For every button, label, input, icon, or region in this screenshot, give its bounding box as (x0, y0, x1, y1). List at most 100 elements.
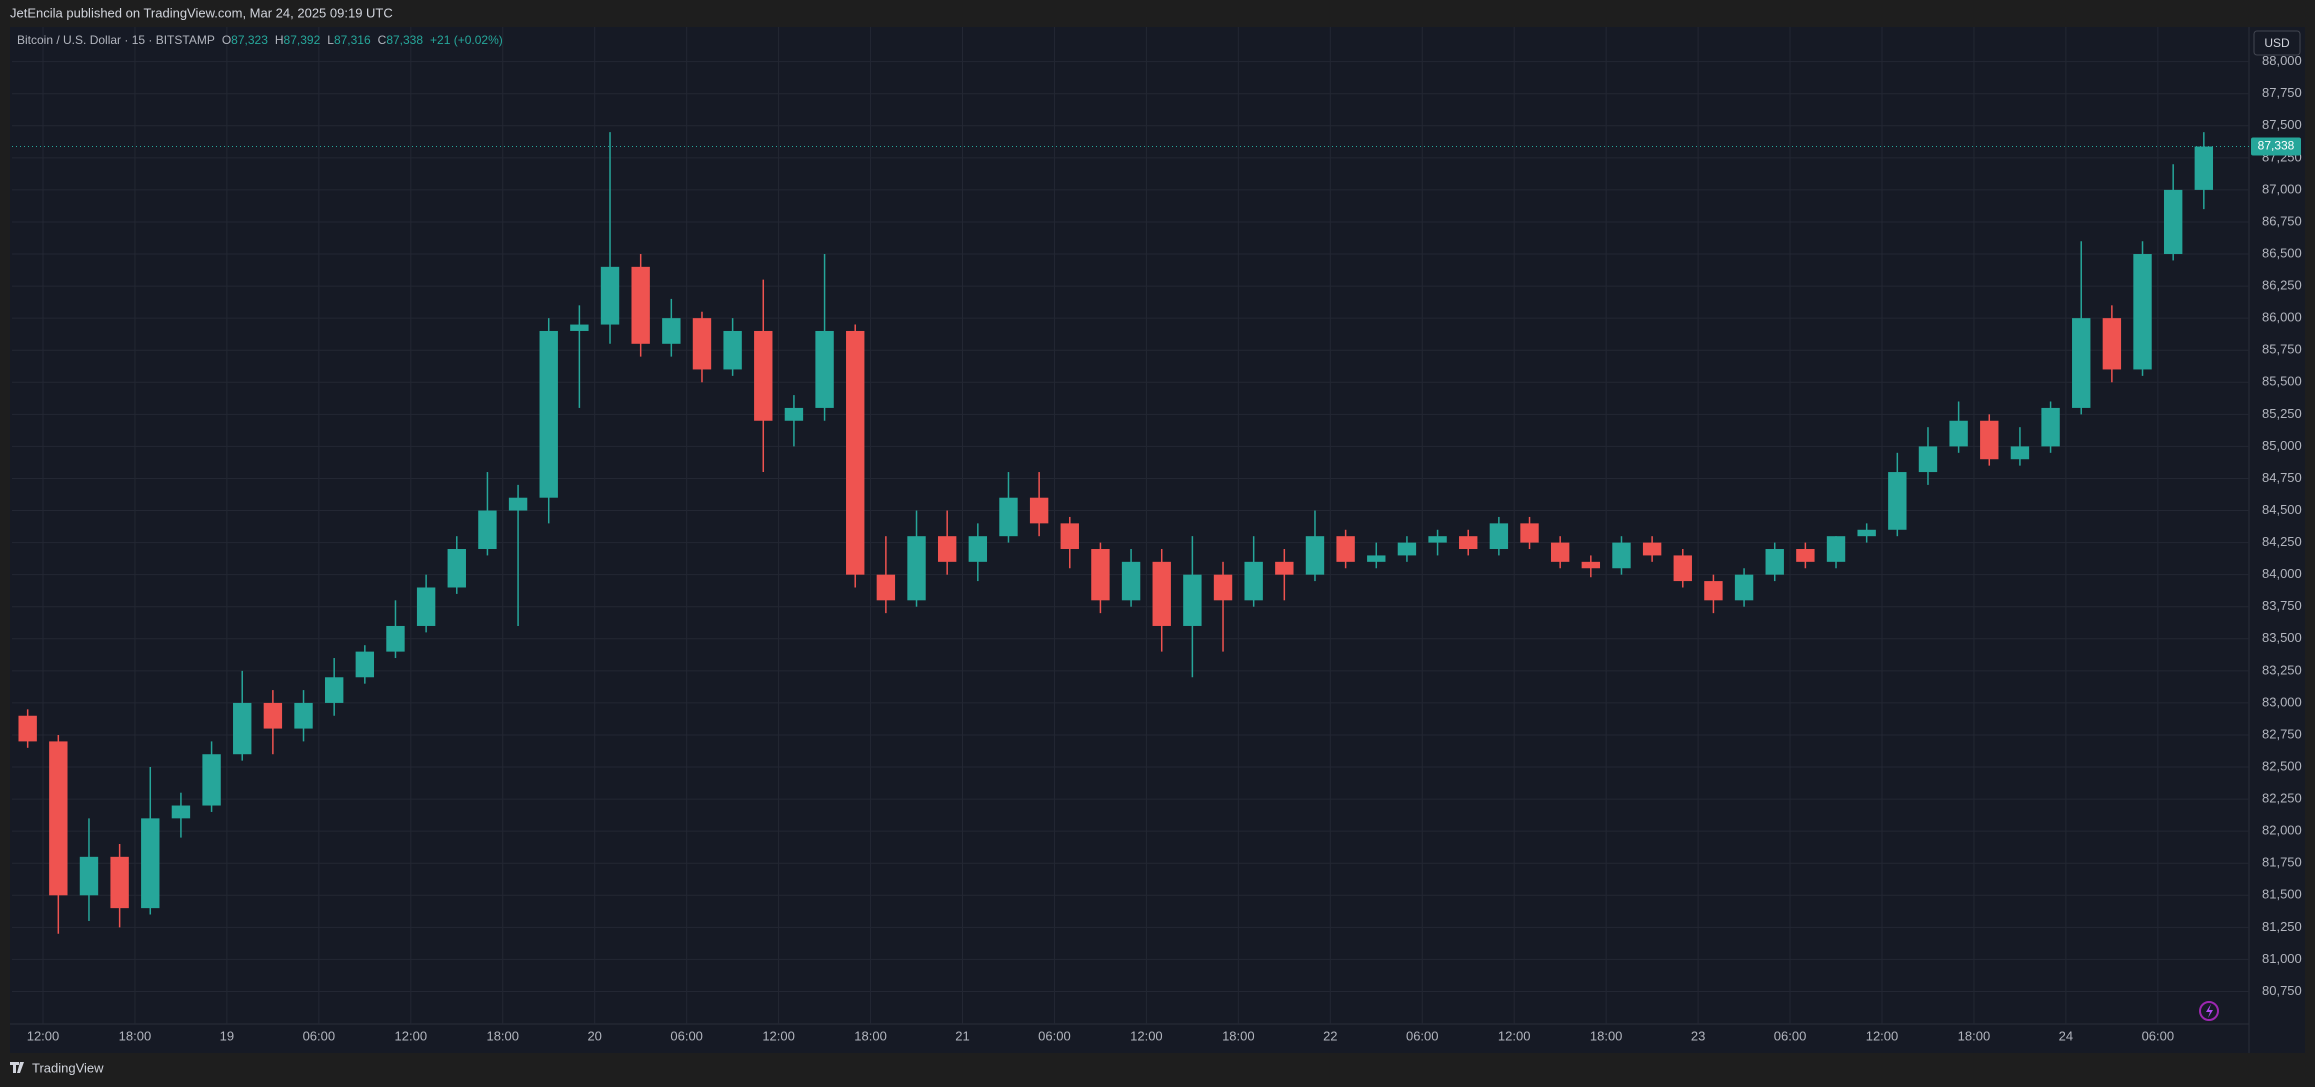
x-tick-label: 06:00 (303, 1028, 336, 1043)
legend-value: 87,323 (231, 33, 268, 47)
y-tick-label: 81,000 (2262, 951, 2302, 966)
x-tick-label: 18:00 (119, 1028, 152, 1043)
candle-body (1121, 561, 1141, 601)
candle-body (1336, 536, 1355, 562)
alert-icon[interactable] (2199, 1001, 2219, 1021)
candle-body (999, 497, 1018, 537)
x-tick-label: 06:00 (670, 1028, 703, 1043)
candle-body (937, 536, 957, 562)
x-tick-label: 24 (2059, 1028, 2073, 1043)
candle-body (2010, 446, 2030, 460)
candle-body (1704, 581, 1723, 601)
y-tick-label: 81,500 (2262, 887, 2302, 902)
candle-body (324, 677, 344, 703)
candle-body (478, 510, 497, 550)
candle-body (662, 318, 681, 344)
candle-body (18, 715, 37, 742)
x-tick-label: 06:00 (2142, 1028, 2175, 1043)
candle-body (2133, 254, 2152, 370)
candle-body (1857, 529, 1876, 537)
candle-body (754, 330, 773, 421)
y-tick-label: 85,500 (2262, 374, 2302, 389)
candle-body (508, 497, 528, 511)
candle-body (1183, 574, 1202, 626)
candle-body (1550, 542, 1570, 562)
brand-logo (10, 1062, 25, 1073)
legend-key: C (378, 33, 387, 47)
candle-body (2163, 189, 2183, 255)
candle-body (723, 330, 742, 370)
candle-body (968, 536, 988, 562)
y-tick-label: 87,000 (2262, 181, 2302, 196)
x-tick-label: 12:00 (1130, 1028, 1163, 1043)
candle-body (907, 536, 926, 601)
candle-body (1244, 561, 1263, 601)
candle-body (1305, 536, 1325, 575)
brand: TradingView (10, 1060, 104, 1075)
y-tick-label: 83,250 (2262, 662, 2302, 677)
x-tick-label: 06:00 (1038, 1028, 1071, 1043)
candle-body (1213, 574, 1233, 601)
candle-body (1152, 561, 1171, 626)
legend-key: H (275, 33, 284, 47)
y-tick-label: 83,750 (2262, 598, 2302, 613)
x-tick-label: 22 (1323, 1028, 1337, 1043)
candle-body (1367, 555, 1386, 562)
candles (18, 132, 2214, 934)
y-tick-label: 84,750 (2262, 470, 2302, 485)
candle-body (2072, 318, 2091, 408)
currency-button[interactable] (2253, 30, 2301, 56)
y-tick-label: 87,500 (2262, 117, 2302, 132)
y-tick-label: 81,750 (2262, 855, 2302, 870)
candle-body (294, 702, 313, 729)
candle-body (1520, 523, 1539, 543)
candle-body (110, 856, 129, 909)
y-tick-label: 83,500 (2262, 630, 2302, 645)
candle-body (1949, 420, 1968, 447)
candle-body (263, 702, 283, 729)
x-tick-label: 23 (1691, 1028, 1705, 1043)
last-price-label: 87,338 (2258, 139, 2295, 153)
candle-body (2194, 146, 2214, 190)
candle-body (1673, 555, 1692, 582)
x-tick-label: 18:00 (854, 1028, 887, 1043)
candle-body (600, 266, 620, 325)
candle-body (1428, 536, 1447, 543)
candle-body (1980, 420, 1999, 460)
candle-body (1612, 542, 1631, 569)
y-tick-label: 86,000 (2262, 310, 2302, 325)
legend-change: +21 (+0.02%) (430, 33, 503, 47)
candle-body (202, 754, 221, 806)
candle-body (2041, 407, 2060, 447)
candle-body (447, 549, 466, 588)
legend-symbol: Bitcoin / U.S. Dollar · 15 · BITSTAMP (17, 33, 215, 47)
candle-body (79, 856, 99, 896)
y-tick-label: 84,250 (2262, 534, 2302, 549)
brand-name: TradingView (32, 1060, 104, 1075)
candle-body (1091, 549, 1110, 601)
y-tick-label: 83,000 (2262, 694, 2302, 709)
y-tick-label: 86,250 (2262, 278, 2302, 293)
candle-body (1459, 536, 1478, 550)
y-tick-label: 85,000 (2262, 438, 2302, 453)
y-tick-label: 86,750 (2262, 213, 2302, 228)
x-tick-label: 18:00 (1222, 1028, 1255, 1043)
candle-body (1029, 497, 1049, 524)
candle-body (1734, 574, 1754, 601)
candle-body (1060, 523, 1079, 550)
candle-body (570, 324, 589, 331)
candle-body (1796, 549, 1815, 562)
candle-body (1642, 542, 1662, 556)
legend-value: 87,338 (386, 33, 423, 47)
candle-body (1918, 446, 1938, 473)
candle-body (1489, 523, 1509, 550)
x-tick-label: 18:00 (1958, 1028, 1991, 1043)
candle-body (1765, 549, 1784, 575)
y-tick-label: 84,500 (2262, 502, 2302, 517)
x-tick-label: 06:00 (1774, 1028, 1807, 1043)
candle-body (784, 407, 804, 421)
x-tick-label: 19 (220, 1028, 234, 1043)
last-price-tag (2251, 137, 2301, 156)
